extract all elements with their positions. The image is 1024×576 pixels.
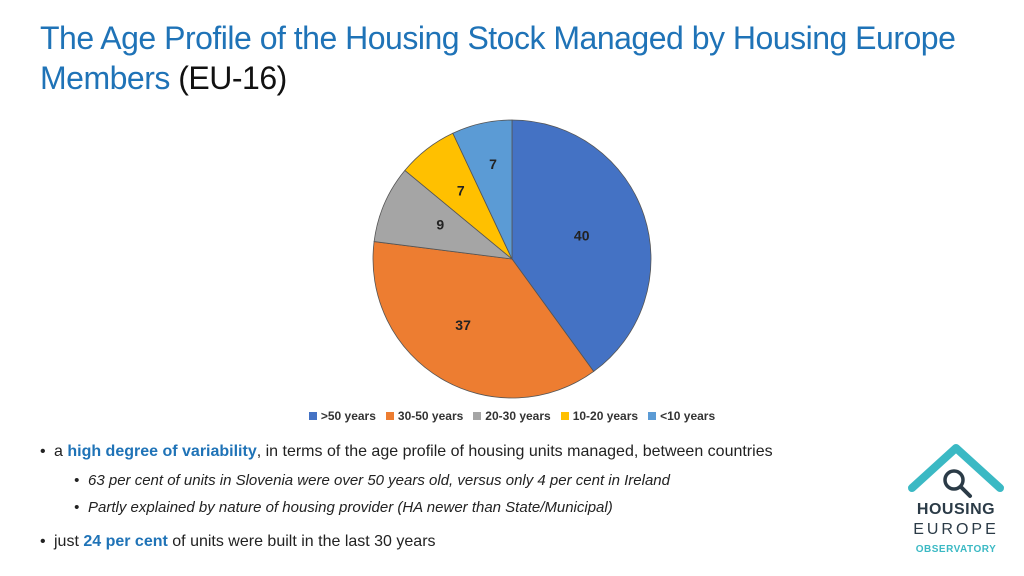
title-main: The Age Profile of the Housing Stock Man…: [40, 20, 956, 96]
pie-slice-3: [373, 169, 514, 260]
legend-item-4: 10-20 years: [560, 409, 639, 423]
bullet-dot: •: [74, 499, 80, 516]
legend-swatch: [473, 412, 482, 420]
legend-item-1: >50 years: [308, 409, 376, 423]
pie-data-label-2: 37: [455, 317, 471, 333]
title-suffix: (EU-16): [178, 60, 287, 96]
pie-slice-1: [511, 119, 652, 373]
bullet-dot: •: [40, 533, 46, 550]
sub-bullet-provider: • Partly explained by nature of housing p…: [74, 499, 613, 516]
logo-text-observatory: OBSERVATORY: [915, 544, 997, 555]
logo-text-europe: EUROPE: [913, 521, 999, 538]
legend-swatch: [648, 412, 657, 420]
bullet-dot: •: [74, 472, 80, 489]
pie-chart: 40 37 9 7 7: [372, 119, 652, 399]
legend-label: <10 years: [660, 409, 716, 423]
pie-data-label-4: 7: [457, 182, 465, 198]
pie-data-label-1: 40: [574, 227, 590, 243]
pie-data-label-3: 9: [436, 216, 444, 232]
pie-slice-2: [372, 241, 595, 399]
bullet-variability: • a high degree of variability, in terms …: [40, 443, 773, 460]
logo-text-housing: HOUSING: [916, 501, 996, 518]
legend-item-5: <10 years: [648, 409, 715, 423]
highlight-variability: high degree of variability: [67, 443, 257, 460]
legend-label: 10-20 years: [572, 409, 639, 423]
legend-label: 20-30 years: [485, 409, 551, 423]
pie-data-label-5: 7: [489, 156, 497, 172]
housing-europe-logo: HOUSING EUROPE OBSERVATORY: [900, 438, 1012, 562]
slide-title: The Age Profile of the Housing Stock Man…: [40, 18, 980, 98]
legend-label: 30-50 years: [397, 409, 464, 423]
legend-swatch: [560, 412, 569, 420]
highlight-24-percent: 24 per cent: [83, 533, 168, 550]
chart-legend: >50 years 30-50 years 20-30 years 10-20 yea…: [0, 409, 1024, 423]
bullet-dot: •: [40, 443, 46, 460]
legend-swatch: [385, 412, 394, 420]
pie-slice-5: [452, 119, 513, 260]
sub-bullet-slovenia: • 63 per cent of units in Slovenia were o…: [74, 472, 670, 489]
legend-item-3: 20-30 years: [473, 409, 551, 423]
legend-label: >50 years: [320, 409, 376, 423]
legend-item-2: 30-50 years: [385, 409, 464, 423]
bullet-24-percent: • just 24 per cent of units were built in…: [40, 533, 436, 550]
legend-swatch: [308, 412, 317, 420]
house-magnifier-icon: [908, 444, 1004, 498]
